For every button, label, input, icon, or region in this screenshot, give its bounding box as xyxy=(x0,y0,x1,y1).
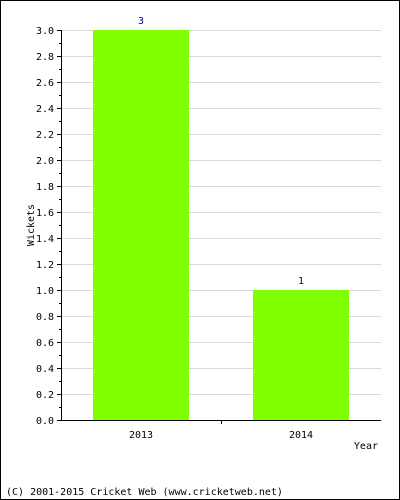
y-tick-label: 0.2 xyxy=(36,390,54,401)
bar-value-label: 1 xyxy=(298,276,304,287)
x-axis-title: Year xyxy=(354,441,378,452)
bar-value-label: 3 xyxy=(138,16,144,27)
copyright-credit: (C) 2001-2015 Cricket Web (www.cricketwe… xyxy=(6,487,283,498)
y-tick-label: 1.0 xyxy=(36,286,54,297)
y-tick-label: 0.0 xyxy=(36,416,54,427)
y-tick-label: 1.8 xyxy=(36,182,54,193)
y-tick-label: 2.6 xyxy=(36,78,54,89)
y-tick-label: 3.0 xyxy=(36,26,54,37)
bar-2013 xyxy=(93,30,189,420)
y-axis-title: Wickets xyxy=(26,204,37,246)
bar-2014 xyxy=(253,290,349,420)
y-tick-label: 1.6 xyxy=(36,208,54,219)
x-tick-label: 2014 xyxy=(289,430,313,441)
bars: 31 xyxy=(93,16,349,420)
y-tick-label: 0.6 xyxy=(36,338,54,349)
y-tick-label: 2.2 xyxy=(36,130,54,141)
y-tick-label: 1.4 xyxy=(36,234,54,245)
y-tick-label: 2.0 xyxy=(36,156,54,167)
tick-labels: 0.0 0.2 0.4 0.6 0.8 1.0 1.2 1.4 1.6 1.8 2.0 2.2 2.4 2… xyxy=(36,26,313,441)
y-tick-label: 1.2 xyxy=(36,260,54,271)
y-tick-label: 2.4 xyxy=(36,104,54,115)
y-tick-label: 0.4 xyxy=(36,364,54,375)
y-tick-label: 0.8 xyxy=(36,312,54,323)
x-tick-label: 2013 xyxy=(129,430,153,441)
y-tick-label: 2.8 xyxy=(36,52,54,63)
